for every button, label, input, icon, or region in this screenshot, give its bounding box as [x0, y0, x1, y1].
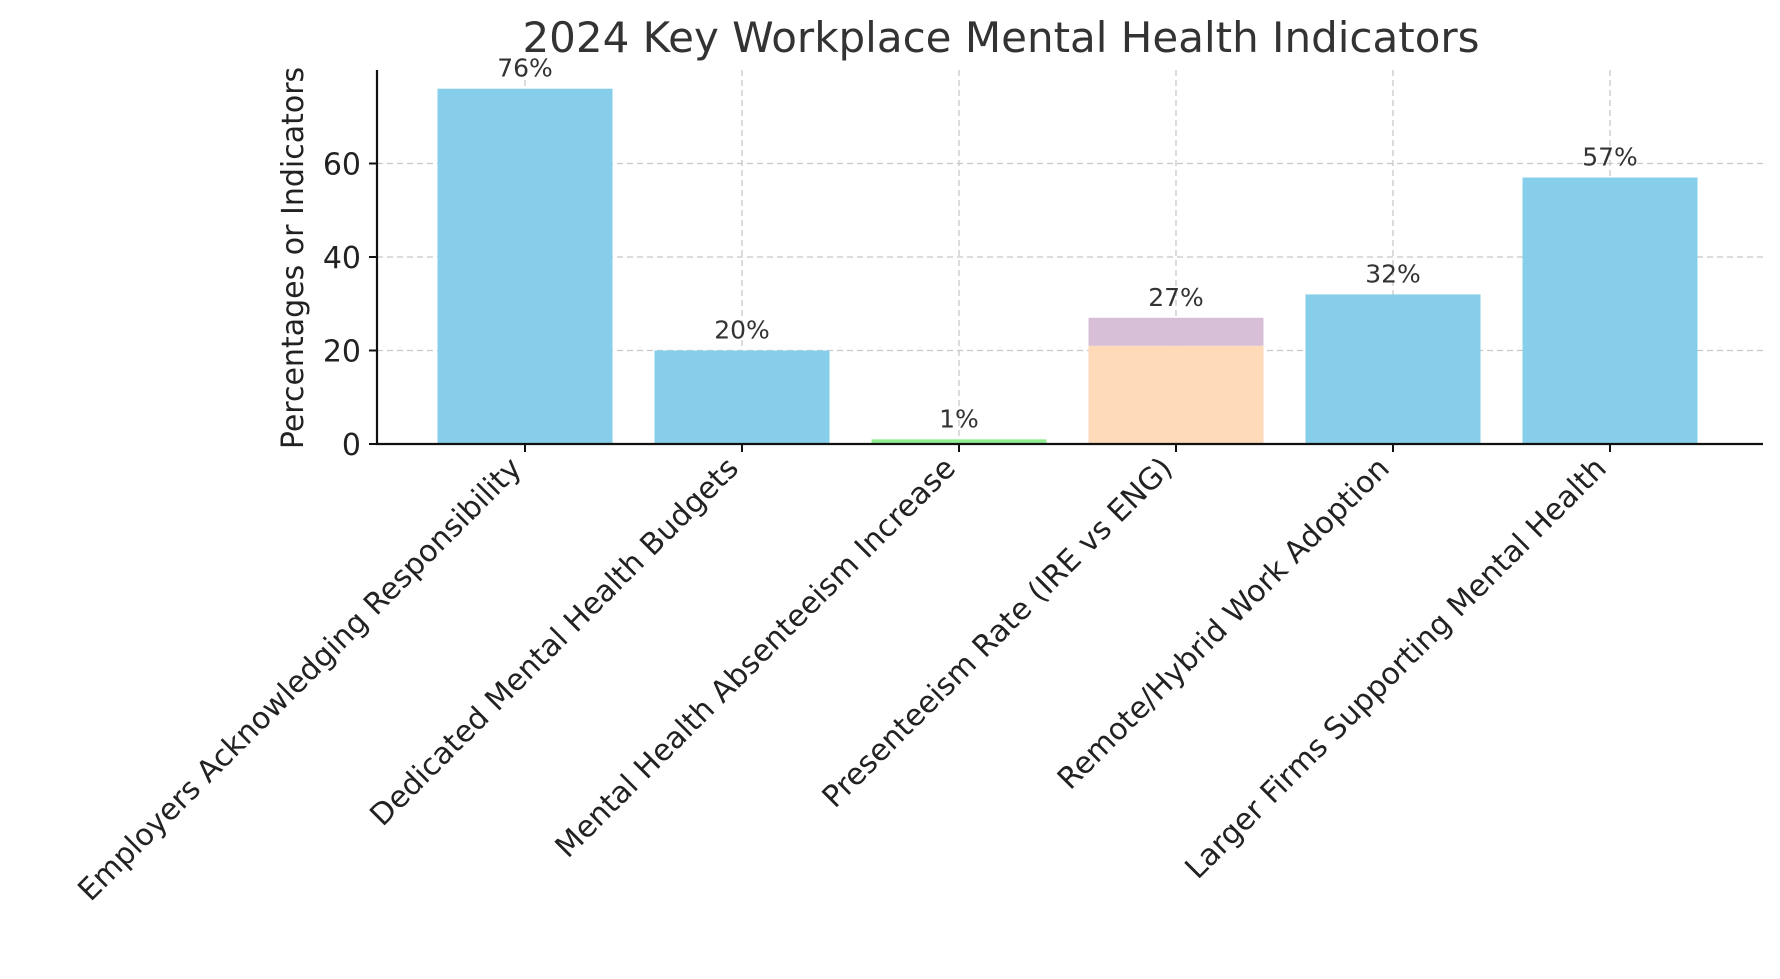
data-label-4: 32%: [1365, 259, 1421, 288]
bar-2: [871, 439, 1047, 444]
bar-segment-3-1: [1088, 317, 1264, 346]
data-labels: 76% 20% 1% 27% 32% 57%: [497, 54, 1638, 434]
y-tick-label-1: 20: [323, 335, 361, 370]
data-label-1: 20%: [714, 316, 770, 345]
bar-segment-3-0: [1088, 345, 1264, 444]
y-axis-label: Percentages or Indicators: [276, 67, 311, 449]
data-label-2: 1%: [939, 404, 979, 433]
data-label-3: 27%: [1148, 283, 1204, 312]
data-label-5: 57%: [1582, 143, 1638, 172]
bar-1: [654, 350, 830, 444]
bar-4: [1305, 294, 1481, 444]
x-tick-label-1: Dedicated Mental Health Budgets: [363, 451, 745, 833]
bars: [437, 88, 1698, 444]
y-tick-label-2: 40: [323, 241, 361, 276]
y-tick-label-3: 60: [323, 148, 361, 183]
bar-0: [437, 88, 613, 444]
x-tick-label-0: Employers Acknowledging Responsibility: [71, 451, 528, 908]
x-tick-label-5: Larger Firms Supporting Mental Health: [1179, 451, 1614, 886]
bar-5: [1522, 177, 1698, 444]
data-label-0: 76%: [497, 54, 553, 83]
chart-title: 2024 Key Workplace Mental Health Indicat…: [522, 13, 1479, 62]
y-ticks: 0 20 40 60: [323, 148, 377, 463]
x-tick-label-2: Mental Health Absenteeism Increase: [549, 451, 963, 865]
x-ticks: Employers Acknowledging ResponsibilityDe…: [71, 444, 1614, 908]
x-tick-label-3: Presenteeism Rate (IRE vs ENG): [816, 451, 1180, 815]
y-tick-label-0: 0: [342, 428, 361, 463]
